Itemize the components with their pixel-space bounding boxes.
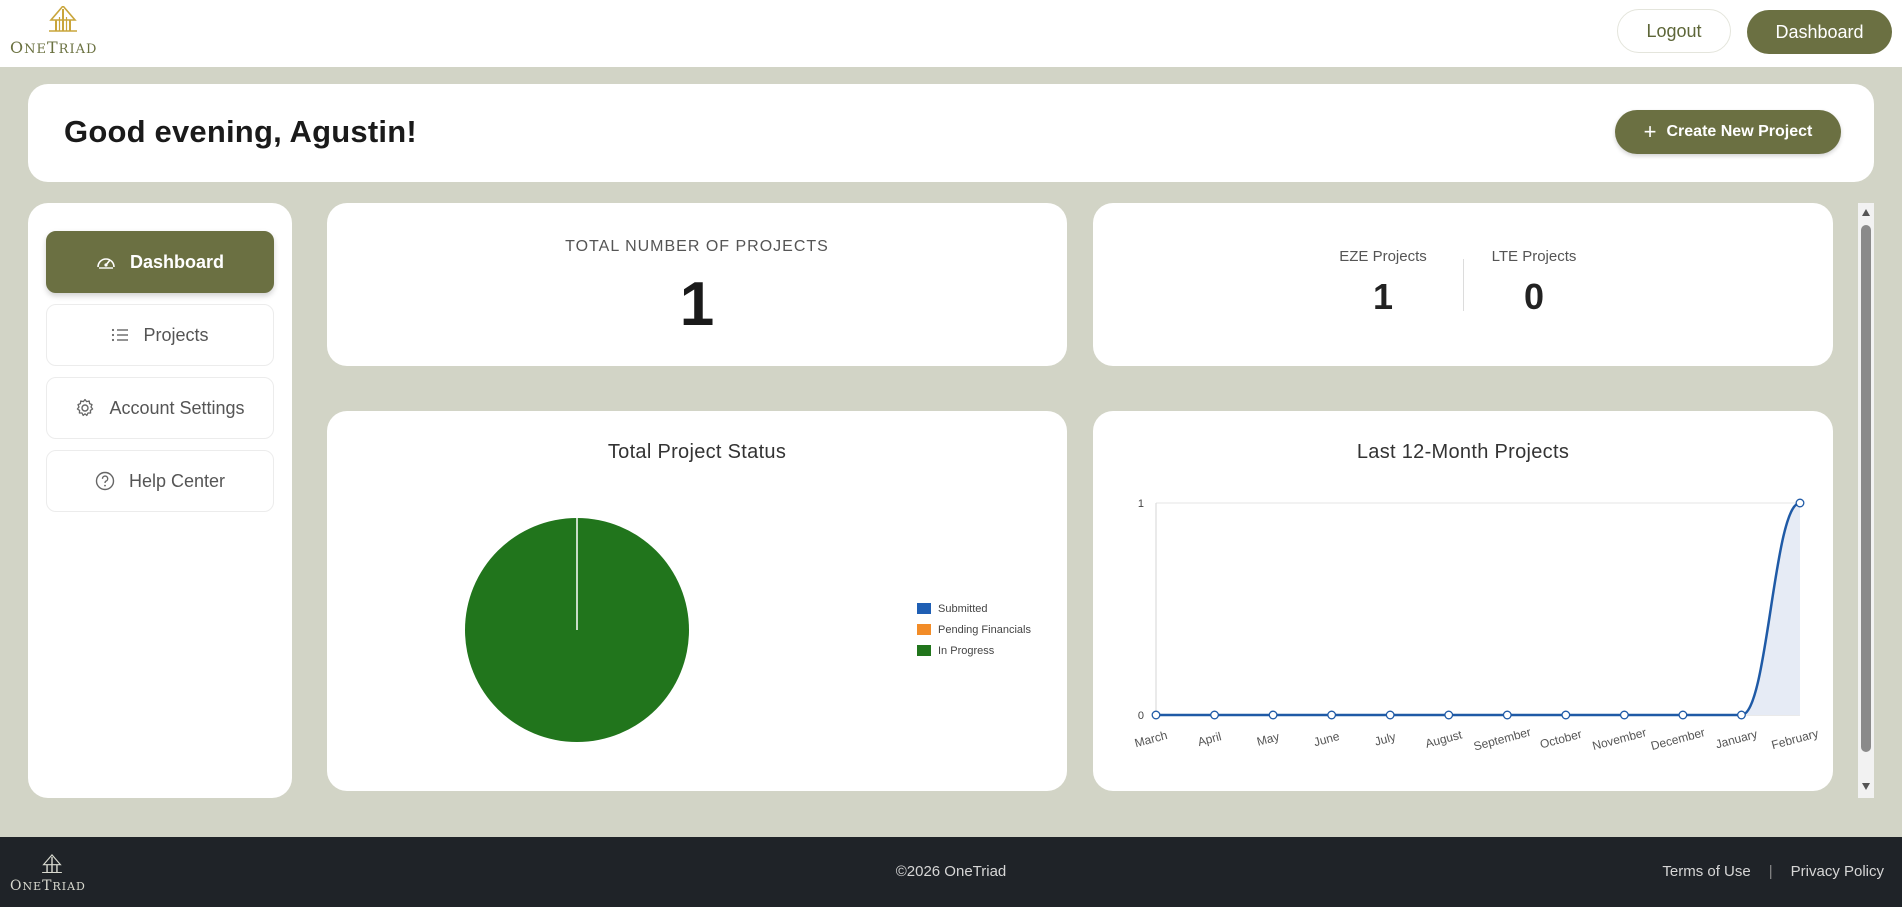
plus-icon: + bbox=[1643, 119, 1657, 144]
x-tick-label: March bbox=[1133, 728, 1169, 750]
triad-logo-icon bbox=[49, 6, 77, 32]
lte-projects-label: LTE Projects bbox=[1491, 248, 1577, 265]
x-tick-label: October bbox=[1538, 727, 1583, 752]
scroll-down-arrow-icon[interactable] bbox=[1862, 783, 1870, 790]
greeting-banner: Good evening, Agustin! + Create New Proj… bbox=[28, 84, 1874, 182]
data-point[interactable] bbox=[1795, 498, 1805, 508]
x-tick-label: January bbox=[1714, 727, 1759, 752]
footer: ONETRIAD ©2026 OneTriad Terms of Use | P… bbox=[0, 837, 1902, 907]
create-new-project-label: Create New Project bbox=[1666, 123, 1813, 140]
x-tick-label: April bbox=[1196, 729, 1223, 749]
sidebar-item-label: Help Center bbox=[128, 470, 226, 491]
sidebar-item-label: Projects bbox=[143, 324, 209, 345]
brand-logo[interactable]: ONETRIAD bbox=[10, 6, 115, 58]
footer-links: Terms of Use | Privacy Policy bbox=[1662, 863, 1884, 880]
legend-label: In Progress bbox=[938, 644, 995, 657]
greeting-title: Good evening, Agustin! bbox=[64, 114, 417, 149]
footer-brand-name: ONETRIAD bbox=[10, 878, 86, 894]
top-navbar: ONETRIAD Logout Dashboard bbox=[0, 0, 1902, 67]
monthly-projects-chart-card: Last 12-Month Projects 0 1 March April May Ju… bbox=[1093, 411, 1833, 791]
create-new-project-button[interactable]: + Create New Project bbox=[1615, 110, 1841, 154]
scroll-thumb[interactable] bbox=[1861, 225, 1871, 752]
legend-swatch bbox=[917, 603, 931, 614]
sidebar: Dashboard Projects Account Settings Help… bbox=[28, 203, 292, 798]
data-point[interactable] bbox=[1327, 710, 1337, 720]
chart-title: Last 12-Month Projects bbox=[1356, 441, 1570, 463]
terms-of-use-link[interactable]: Terms of Use bbox=[1662, 863, 1751, 880]
help-icon bbox=[95, 471, 115, 491]
line-chart: 0 1 March April May June July August September Oc… bbox=[1133, 498, 1820, 754]
legend-label: Submitted bbox=[938, 602, 988, 615]
stat-divider bbox=[1463, 259, 1464, 311]
project-type-card: EZE Projects 1 LTE Projects 0 bbox=[1093, 203, 1833, 366]
data-point[interactable] bbox=[1151, 710, 1161, 720]
x-tick-label: September bbox=[1472, 725, 1532, 754]
chart-title: Total Project Status bbox=[607, 441, 787, 463]
x-tick-label: July bbox=[1373, 730, 1397, 749]
legend-item[interactable]: Pending Financials bbox=[917, 619, 1031, 640]
sidebar-item-label: Dashboard bbox=[129, 251, 225, 272]
total-projects-label: TOTAL NUMBER OF PROJECTS bbox=[565, 238, 829, 255]
lte-projects-value: 0 bbox=[1523, 276, 1545, 317]
series-line bbox=[1155, 501, 1801, 717]
legend-swatch bbox=[917, 645, 931, 656]
legend-swatch bbox=[917, 624, 931, 635]
copyright-text: ©2026 OneTriad bbox=[895, 863, 1007, 880]
data-point[interactable] bbox=[1678, 710, 1688, 720]
data-point[interactable] bbox=[1502, 710, 1512, 720]
total-projects-value: 1 bbox=[679, 270, 715, 339]
scrollbar[interactable] bbox=[1858, 203, 1874, 798]
x-tick-label: February bbox=[1770, 726, 1820, 752]
legend-item[interactable]: Submitted bbox=[917, 598, 1031, 619]
y-tick-label: 0 bbox=[1138, 710, 1144, 722]
data-point[interactable] bbox=[1561, 710, 1571, 720]
project-status-chart-card: Total Project Status Submitted Pending Fi… bbox=[327, 411, 1067, 791]
legend-label: Pending Financials bbox=[938, 623, 1031, 636]
eze-projects-label: EZE Projects bbox=[1339, 248, 1427, 265]
x-tick-label: May bbox=[1255, 729, 1281, 748]
scroll-up-arrow-icon[interactable] bbox=[1862, 209, 1870, 216]
footer-logo: ONETRIAD bbox=[10, 853, 100, 897]
x-tick-label: December bbox=[1649, 725, 1706, 753]
total-projects-card: TOTAL NUMBER OF PROJECTS 1 bbox=[327, 203, 1067, 366]
pie-legend: Submitted Pending Financials In Progress bbox=[917, 598, 1031, 661]
sidebar-item-help-center[interactable]: Help Center bbox=[46, 450, 274, 512]
pie-chart bbox=[465, 518, 689, 742]
data-point[interactable] bbox=[1619, 710, 1629, 720]
y-tick-label: 1 bbox=[1138, 498, 1144, 510]
data-point[interactable] bbox=[1444, 710, 1454, 720]
triad-logo-icon bbox=[42, 853, 62, 873]
eze-projects-value: 1 bbox=[1372, 276, 1394, 317]
area-fill bbox=[1156, 503, 1800, 715]
gear-icon bbox=[77, 398, 94, 417]
data-point[interactable] bbox=[1385, 710, 1395, 720]
list-icon bbox=[112, 328, 129, 342]
x-tick-label: November bbox=[1591, 725, 1648, 753]
sidebar-item-account-settings[interactable]: Account Settings bbox=[46, 377, 274, 439]
data-point[interactable] bbox=[1737, 710, 1746, 720]
sidebar-item-projects[interactable]: Projects bbox=[46, 304, 274, 366]
logout-button[interactable]: Logout bbox=[1617, 9, 1731, 53]
data-point[interactable] bbox=[1268, 710, 1278, 720]
data-point[interactable] bbox=[1210, 710, 1219, 720]
gauge-icon bbox=[97, 258, 115, 269]
privacy-policy-link[interactable]: Privacy Policy bbox=[1790, 863, 1884, 880]
brand-name: ONETRIAD bbox=[10, 38, 98, 57]
sidebar-item-dashboard[interactable]: Dashboard bbox=[46, 231, 274, 293]
legend-item[interactable]: In Progress bbox=[917, 640, 1031, 661]
footer-separator: | bbox=[1768, 863, 1773, 880]
x-tick-label: August bbox=[1424, 727, 1464, 750]
sidebar-item-label: Account Settings bbox=[109, 397, 245, 418]
dashboard-nav-button[interactable]: Dashboard bbox=[1747, 10, 1892, 54]
x-tick-label: June bbox=[1312, 729, 1341, 749]
